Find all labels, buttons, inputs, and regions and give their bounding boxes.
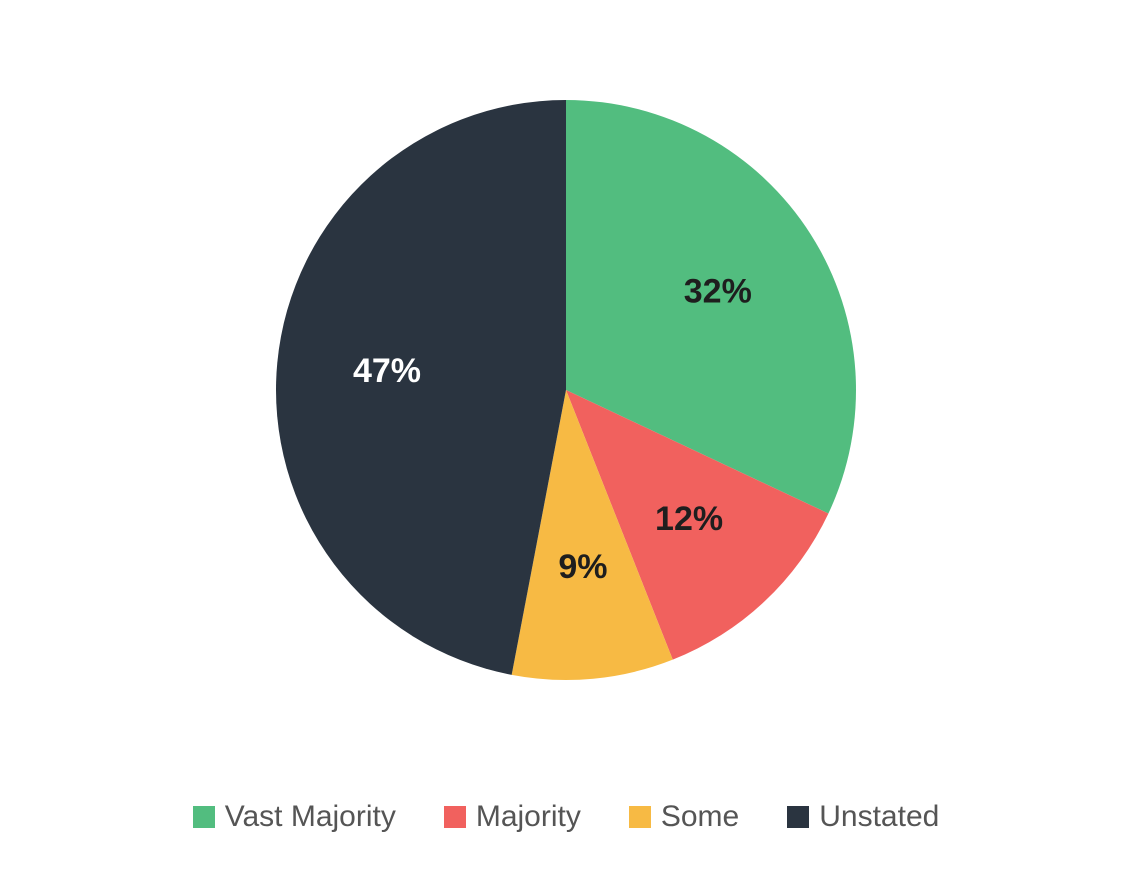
legend-label-unstated: Unstated <box>819 800 939 834</box>
legend-item-vast_majority: Vast Majority <box>193 800 396 834</box>
slice-label-some: 9% <box>558 548 607 586</box>
slice-label-majority: 12% <box>655 500 723 538</box>
legend-label-majority: Majority <box>476 800 581 834</box>
legend-swatch-unstated <box>787 806 809 828</box>
slice-label-vast_majority: 32% <box>684 273 752 311</box>
legend-item-majority: Majority <box>444 800 581 834</box>
legend-label-vast_majority: Vast Majority <box>225 800 396 834</box>
legend: Vast Majority Majority Some Unstated <box>0 800 1132 834</box>
legend-item-unstated: Unstated <box>787 800 939 834</box>
legend-item-some: Some <box>629 800 739 834</box>
pie-chart-container: 32% 12% 9% 47% Vast Majority Majority Some Uns… <box>0 0 1132 876</box>
legend-swatch-some <box>629 806 651 828</box>
legend-swatch-vast_majority <box>193 806 215 828</box>
legend-swatch-majority <box>444 806 466 828</box>
slice-label-unstated: 47% <box>353 352 421 390</box>
pie-chart: 32% 12% 9% 47% <box>0 0 1132 876</box>
legend-label-some: Some <box>661 800 739 834</box>
